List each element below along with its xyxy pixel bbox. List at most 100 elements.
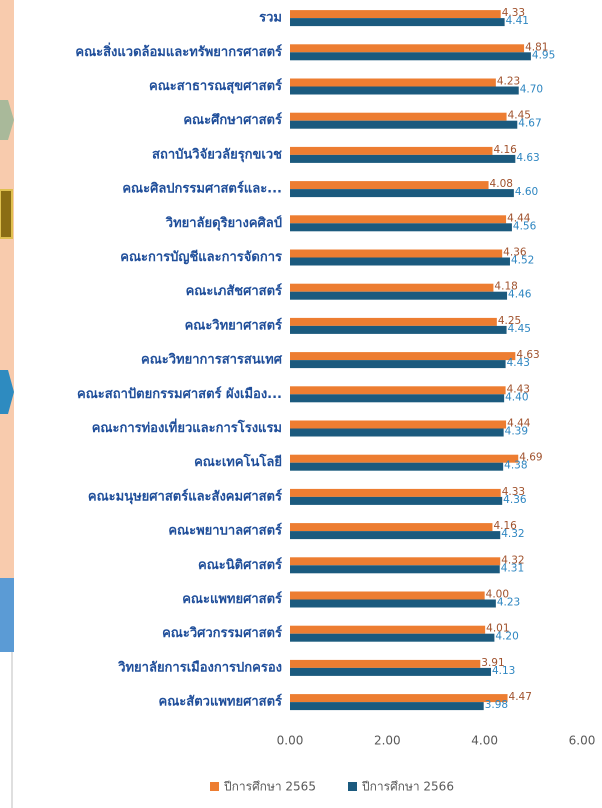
bar xyxy=(290,488,501,497)
bar xyxy=(290,599,496,608)
category-label: คณะศึกษาศาสตร์ xyxy=(183,112,282,128)
value-label: 4.32 xyxy=(501,554,524,566)
category-label: คณะวิทยาการสารสนเทศ xyxy=(141,353,283,368)
value-label: 4.18 xyxy=(494,281,517,293)
bar xyxy=(290,702,484,711)
value-label: 4.67 xyxy=(518,118,541,130)
bar xyxy=(290,249,503,258)
category-label: คณะการท่องเที่ยวและการโรงแรม xyxy=(92,418,282,436)
value-label: 4.13 xyxy=(492,665,515,677)
value-label: 4.56 xyxy=(513,220,537,232)
value-label: 4.36 xyxy=(503,247,527,259)
value-label: 3.91 xyxy=(481,657,504,669)
bar xyxy=(290,386,506,395)
x-tick-label: 4.00 xyxy=(471,734,498,748)
bar xyxy=(290,283,494,292)
bar xyxy=(290,694,508,703)
value-label: 4.00 xyxy=(486,589,509,601)
category-label: คณะสถาปัตยกรรมศาสตร์ ผังเมือง... xyxy=(77,386,282,402)
bar xyxy=(290,154,516,163)
legend-label: ปีการศึกษา 2566 xyxy=(361,780,454,794)
category-label: วิทยาลัยการเมืองการปกครอง xyxy=(117,659,282,675)
value-label: 4.60 xyxy=(515,186,538,198)
bar xyxy=(290,394,505,403)
value-label: 4.45 xyxy=(508,110,531,122)
bar xyxy=(290,146,493,155)
value-label: 4.38 xyxy=(504,460,527,472)
bar xyxy=(290,496,503,505)
side-icon xyxy=(0,189,13,239)
value-label: 4.44 xyxy=(507,212,531,224)
bar xyxy=(290,462,504,471)
category-label: คณะวิทยาศาสตร์ xyxy=(185,317,282,333)
bar xyxy=(290,120,518,129)
category-label: รวม xyxy=(259,11,282,26)
bar xyxy=(290,78,496,87)
value-label: 4.31 xyxy=(501,562,524,574)
bar xyxy=(290,420,507,429)
bar xyxy=(290,360,506,369)
side-arrow xyxy=(0,100,14,140)
value-label: 4.36 xyxy=(503,494,527,506)
x-tick-label: 6.00 xyxy=(569,734,596,748)
bar xyxy=(290,181,489,190)
category-label: คณะสิ่งแวดล้อมและทรัพยากรศาสตร์ xyxy=(75,42,282,60)
bar xyxy=(290,223,512,232)
bar xyxy=(290,591,485,600)
bar xyxy=(290,531,501,540)
value-label: 4.39 xyxy=(505,426,528,438)
category-label: คณะเภสัชศาสตร์ xyxy=(186,283,282,299)
bar xyxy=(290,86,519,95)
bar xyxy=(290,523,493,532)
category-label: คณะการบัญชีและการจัดการ xyxy=(120,249,282,265)
value-label: 4.70 xyxy=(520,84,543,96)
category-label: คณะพยาบาลศาสตร์ xyxy=(168,523,282,539)
category-label: คณะศิลปกรรมศาสตร์และ... xyxy=(122,181,282,197)
bar xyxy=(290,565,500,574)
category-label: คณะแพทยศาสตร์ xyxy=(182,591,282,607)
category-label: คณะสาธารณสุขศาสตร์ xyxy=(149,78,282,94)
bar xyxy=(290,633,495,642)
category-label: คณะสัตวแพทยศาสตร์ xyxy=(159,694,282,710)
value-label: 4.23 xyxy=(497,76,520,88)
value-label: 4.45 xyxy=(508,323,531,335)
value-label: 4.63 xyxy=(516,349,539,361)
value-label: 4.40 xyxy=(505,391,528,403)
bar xyxy=(290,112,507,121)
x-tick-label: 2.00 xyxy=(374,734,401,748)
category-label: คณะนิติศาสตร์ xyxy=(198,557,282,573)
value-label: 4.33 xyxy=(502,7,525,19)
bar xyxy=(290,44,525,53)
value-label: 4.08 xyxy=(490,178,513,190)
side-panel xyxy=(0,0,14,578)
category-label: คณะมนุษยศาสตร์และสังคมศาสตร์ xyxy=(88,488,282,504)
value-label: 4.69 xyxy=(519,452,542,464)
value-label: 4.47 xyxy=(509,691,532,703)
bar xyxy=(290,557,501,566)
value-label: 4.95 xyxy=(532,49,555,61)
bar xyxy=(290,352,516,361)
value-label: 4.41 xyxy=(506,15,529,27)
value-label: 4.16 xyxy=(493,144,517,156)
value-label: 4.16 xyxy=(493,520,517,532)
x-tick-label: 0.00 xyxy=(277,734,304,748)
bar xyxy=(290,215,507,224)
value-label: 4.32 xyxy=(501,528,524,540)
category-label: คณะวิศวกรรมศาสตร์ xyxy=(162,625,282,641)
value-label: 4.01 xyxy=(486,623,509,635)
bar xyxy=(290,659,481,668)
bar xyxy=(290,454,519,463)
side-block xyxy=(0,578,14,652)
bar xyxy=(290,325,507,334)
legend-label: ปีการศึกษา 2565 xyxy=(223,780,316,794)
value-label: 4.20 xyxy=(495,631,518,643)
value-label: 3.98 xyxy=(485,699,508,711)
category-label: สถาบันวิจัยวลัยรุกขเวช xyxy=(152,147,282,162)
value-label: 4.44 xyxy=(507,418,531,430)
legend-swatch xyxy=(210,782,219,791)
bar xyxy=(290,10,501,19)
bar xyxy=(290,317,497,326)
value-label: 4.33 xyxy=(502,486,525,498)
category-label: วิทยาลัยดุริยางคศิลป์ xyxy=(165,215,282,231)
